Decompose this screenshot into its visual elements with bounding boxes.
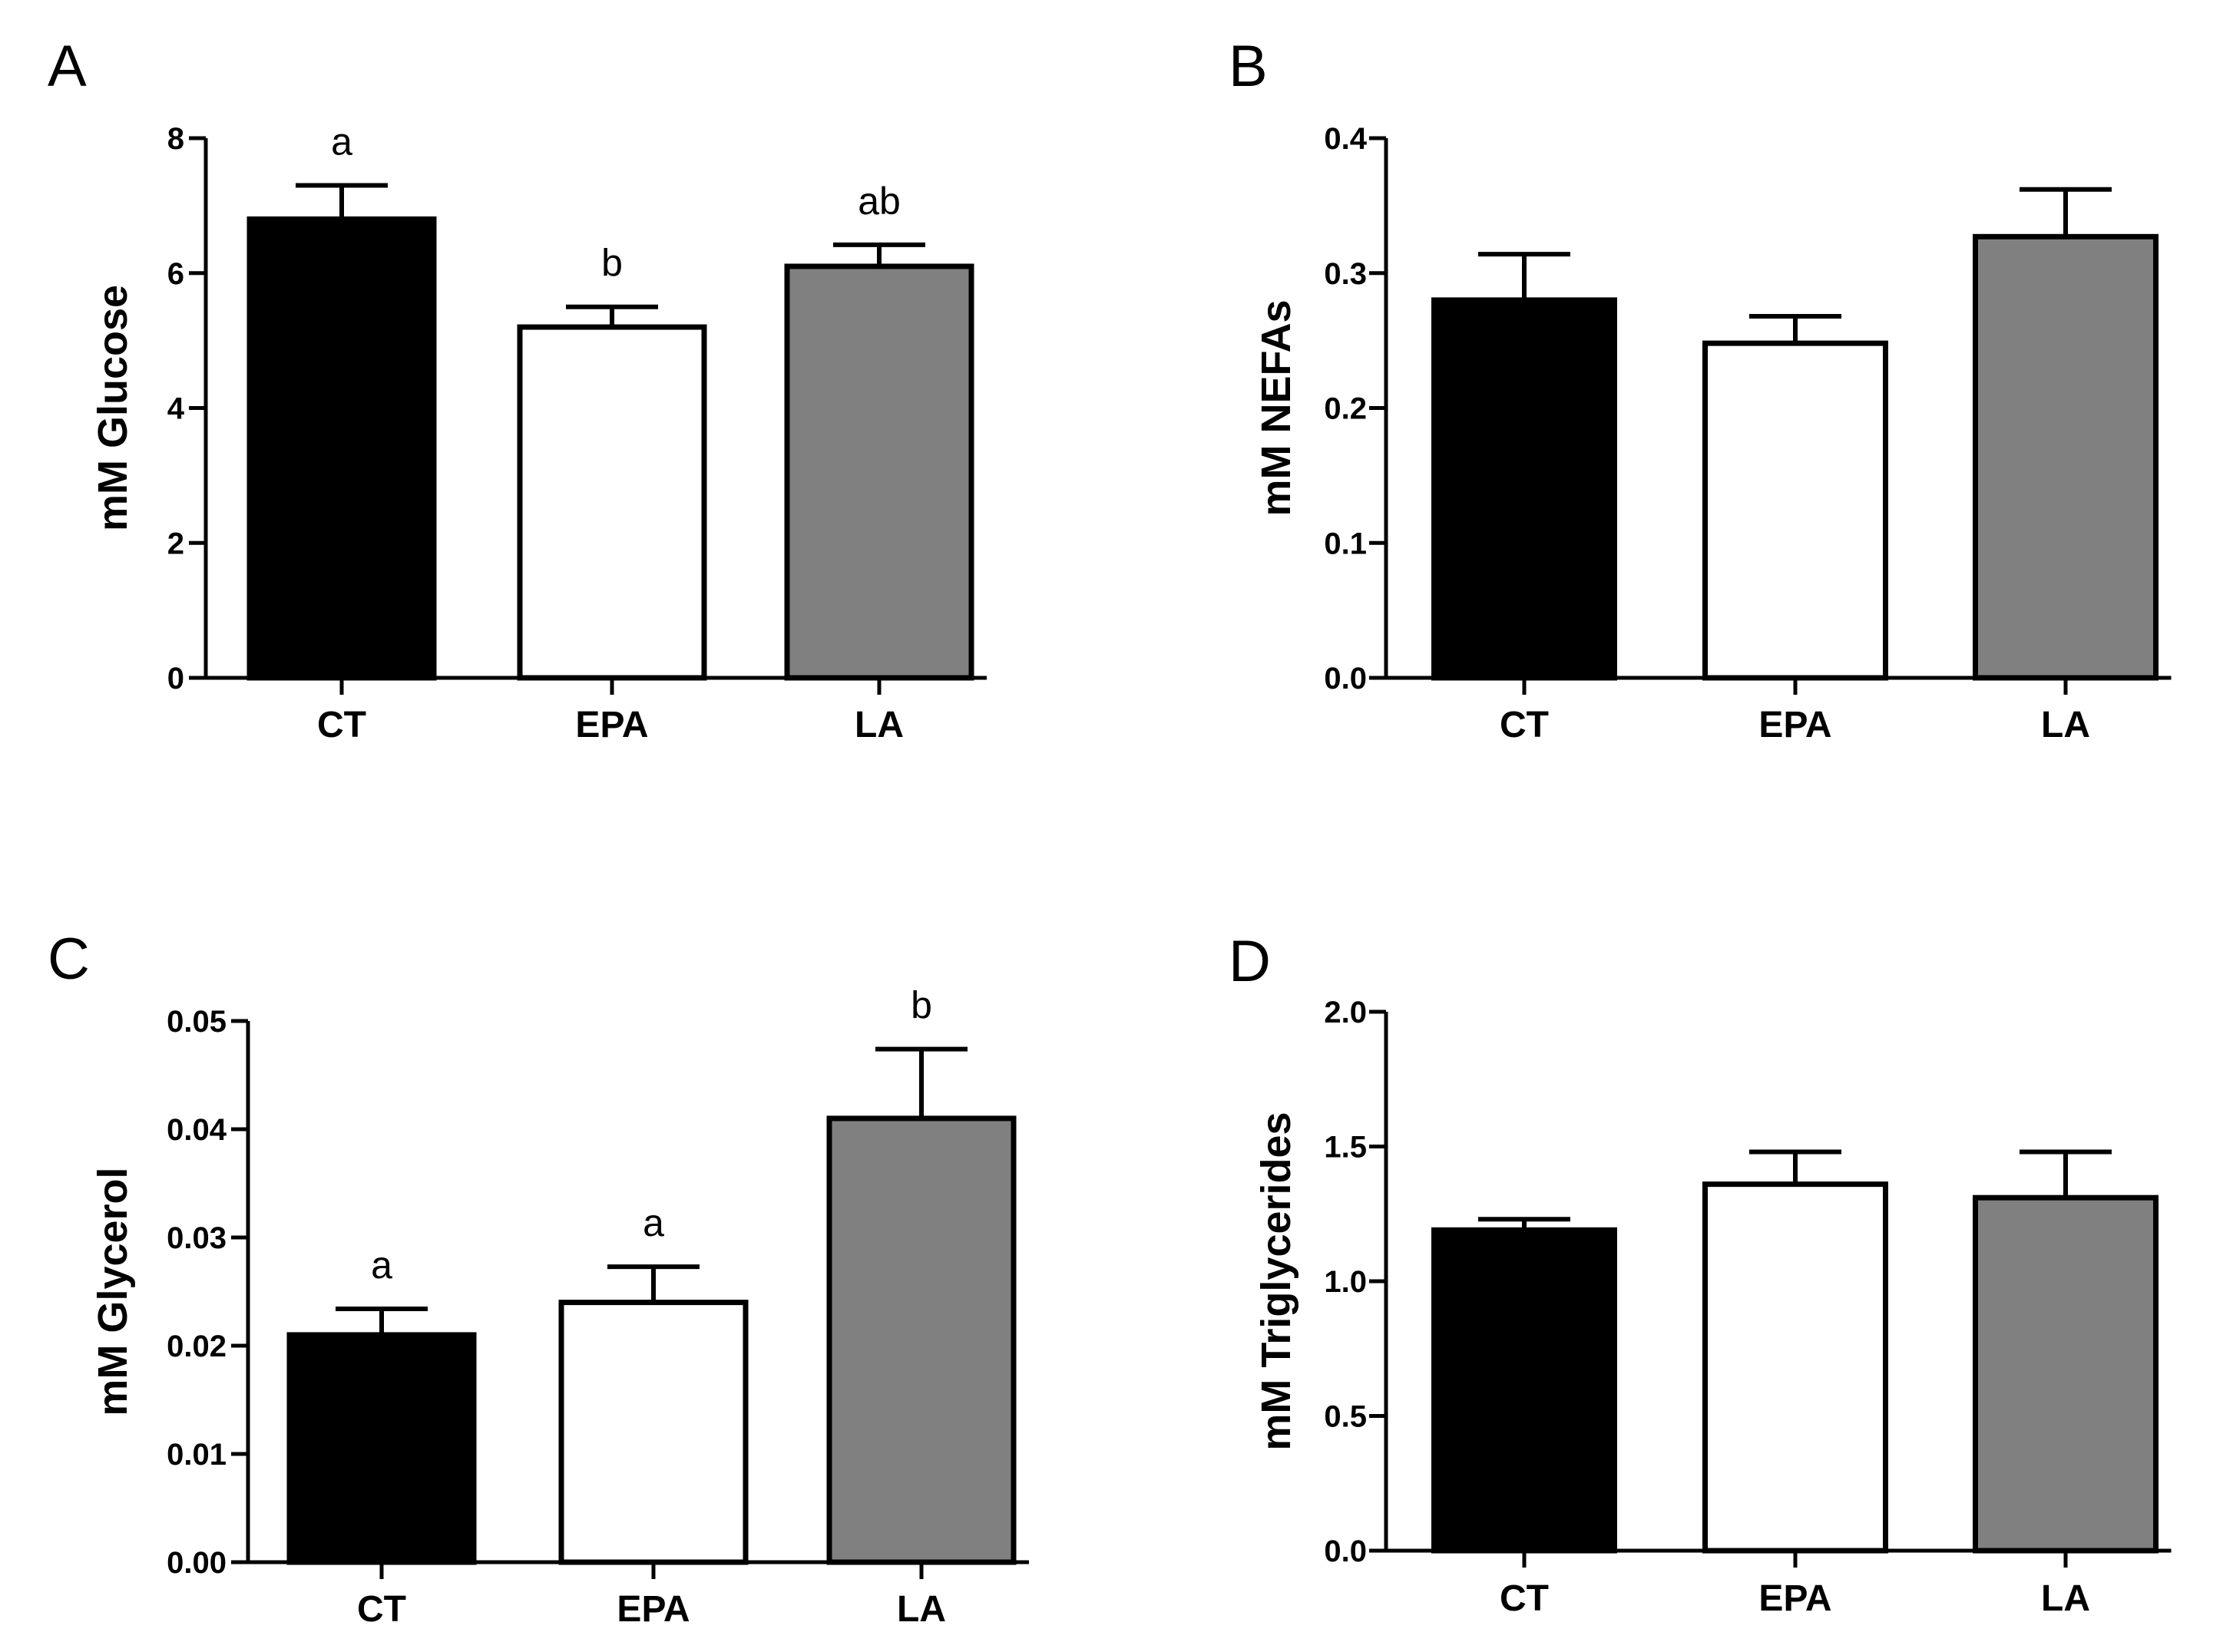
x-tick-label-la: LA (897, 1589, 946, 1630)
significance-label: ab (858, 180, 901, 223)
y-tick-label: 6 (167, 257, 184, 291)
x-tick-label-ct: CT (317, 705, 366, 745)
y-axis-label: mM NEFAs (1253, 299, 1299, 516)
y-tick-label: 4 (167, 392, 185, 426)
y-tick-label: 1.5 (1324, 1131, 1367, 1165)
x-tick-label-la: LA (2041, 705, 2090, 745)
y-tick-label: 0.04 (167, 1113, 227, 1147)
bar-ct (1431, 1227, 1617, 1554)
panel-letter: A (48, 34, 87, 99)
bar-la (1973, 233, 2159, 681)
x-tick-label-la: LA (2041, 1578, 2090, 1619)
x-tick-label-ct: CT (1500, 1578, 1549, 1619)
bar-epa (1702, 1181, 1888, 1554)
bar-epa (558, 1300, 749, 1565)
bar-ct (1431, 297, 1617, 681)
panel-c: CmM Glycerol a a b 0.00 0.01 0.02 0.03 0.04 0.05 C… (48, 927, 1029, 1630)
bar-ct (286, 1332, 477, 1565)
y-tick-label: 0.0 (1324, 662, 1367, 695)
y-tick-label: 0.00 (167, 1546, 227, 1580)
y-tick-label: 0.0 (1324, 1535, 1367, 1568)
bar-la (1973, 1194, 2159, 1554)
bar-la (784, 263, 974, 681)
y-tick-label: 0.3 (1324, 257, 1367, 291)
x-tick-label-epa: EPA (617, 1589, 690, 1630)
x-tick-label-ct: CT (357, 1589, 406, 1630)
y-axis-label: mM Triglycerides (1253, 1112, 1299, 1450)
y-tick-label: 0.05 (167, 1005, 227, 1039)
y-tick-label: 2 (167, 527, 184, 560)
significance-label: b (911, 984, 932, 1027)
panel-letter: C (48, 927, 90, 992)
bar-la (826, 1115, 1017, 1565)
x-tick-label-epa: EPA (1758, 705, 1831, 745)
panel-d: DmM Triglycerides 0.0 0.5 1.0 1.5 2.0 CT EPA LA (1229, 929, 2172, 1619)
significance-label: a (643, 1201, 664, 1244)
y-axis-label: mM Glycerol (90, 1167, 136, 1416)
panel-letter: B (1229, 34, 1268, 99)
y-axis-label: mM Glucose (90, 285, 136, 531)
x-tick-label-epa: EPA (575, 705, 648, 745)
y-tick-label: 0.4 (1324, 122, 1367, 156)
y-tick-label: 0.03 (167, 1221, 227, 1255)
bar-epa (517, 324, 707, 681)
significance-label: b (601, 242, 623, 285)
x-tick-label-ct: CT (1500, 705, 1549, 745)
panel-letter: D (1229, 929, 1271, 994)
y-tick-label: 0.02 (167, 1330, 227, 1363)
x-tick-label-epa: EPA (1758, 1578, 1831, 1619)
y-tick-label: 0.2 (1324, 392, 1367, 426)
bar-epa (1702, 340, 1888, 681)
significance-label: a (371, 1244, 392, 1287)
bar-ct (246, 216, 437, 681)
y-tick-label: 0.1 (1324, 527, 1367, 560)
panel-b: BmM NEFAs 0.0 0.1 0.2 0.3 0.4 CT EPA LA (1229, 34, 2172, 745)
y-tick-label: 1.0 (1324, 1265, 1367, 1299)
x-tick-label-la: LA (855, 705, 904, 745)
y-tick-label: 0.01 (167, 1438, 227, 1472)
y-tick-label: 2.0 (1324, 996, 1367, 1029)
y-tick-label: 0 (167, 662, 184, 695)
significance-label: a (331, 121, 352, 164)
y-tick-label: 8 (167, 122, 184, 156)
y-tick-label: 0.5 (1324, 1400, 1367, 1434)
